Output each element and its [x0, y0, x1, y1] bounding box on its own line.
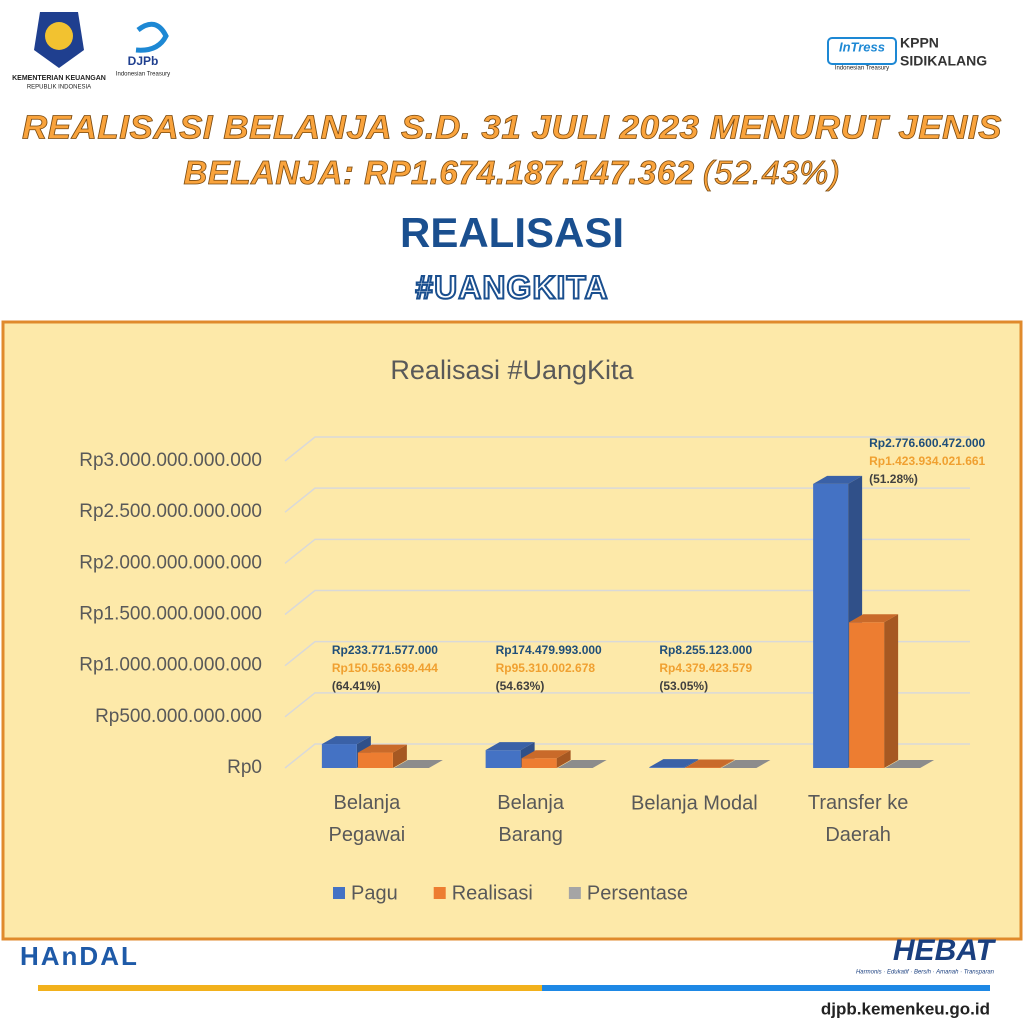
headline-line1: REALISASI BELANJA S.D. 31 JULI 2023 MENU… — [22, 109, 1002, 146]
y-tick-label: Rp1.000.000.000.000 — [79, 655, 262, 676]
headline-percent: (52.43%) — [703, 154, 841, 191]
x-tick-label: Belanja Barang — [497, 792, 565, 846]
bar — [849, 622, 885, 768]
grid-line — [284, 538, 970, 564]
bar-top — [649, 759, 699, 768]
x-tick-line: Transfer ke — [808, 792, 908, 814]
chart-title: Realisasi #UangKita — [390, 355, 634, 385]
bar-top — [557, 760, 607, 768]
bar-top — [685, 759, 735, 768]
legend-swatch — [568, 887, 581, 899]
hebat-logo: HEBAT — [893, 934, 997, 967]
bar-side — [684, 759, 699, 768]
bar-top — [521, 750, 571, 759]
y-tick-label: Rp0 — [227, 757, 262, 778]
y-tick-label: Rp2.000.000.000.000 — [79, 552, 262, 573]
legend-label: Pagu — [351, 882, 398, 904]
x-tick-line: Belanja — [497, 792, 565, 814]
logo-djpb — [135, 21, 169, 53]
intress-logo-text: InTress — [839, 39, 885, 54]
value-label: (53.05%) — [659, 679, 708, 693]
x-tick-line: Pegawai — [329, 824, 406, 846]
bar — [485, 750, 521, 768]
org-sub: REPUBLIK INDONESIA — [27, 85, 91, 91]
bar-top — [721, 760, 771, 768]
bar-top — [885, 760, 935, 768]
value-label: Rp95.310.002.678 — [496, 661, 596, 675]
intress-sub: Indonesian Treasury — [835, 66, 889, 72]
x-tick-label: Belanja Modal — [631, 792, 758, 814]
value-label: Rp233.771.577.000 — [332, 643, 438, 657]
value-label: Rp4.379.423.579 — [659, 661, 752, 675]
djpb-sub: Indonesian Treasury — [116, 72, 170, 78]
bar — [649, 767, 685, 768]
stripe-blue — [542, 985, 990, 991]
bar — [357, 752, 393, 768]
stripe-orange — [38, 985, 542, 991]
djpb-logo-text: DJPb — [128, 54, 159, 68]
handal-logo: HAnDAL — [20, 941, 139, 971]
bar-top — [321, 736, 371, 745]
headline-amount: BELANJA: RP1.674.187.147.362 — [183, 154, 694, 191]
x-tick-label: Belanja Pegawai — [329, 792, 406, 846]
bar-top — [357, 744, 407, 753]
bar-side — [720, 759, 735, 768]
y-tick-label: Rp2.500.000.000.000 — [79, 501, 262, 522]
value-label: Rp8.255.123.000 — [659, 643, 752, 657]
y-tick-label: Rp1.500.000.000.000 — [79, 604, 262, 625]
grid-line — [284, 436, 970, 462]
bar-top — [813, 475, 863, 484]
grid-line — [284, 692, 970, 718]
value-label: (51.28%) — [869, 472, 918, 486]
legend-label: Persentase — [587, 882, 688, 904]
org-name: KEMENTERIAN KEUANGAN — [12, 75, 106, 82]
grid-line — [284, 487, 970, 513]
bar-top — [393, 760, 443, 768]
y-tick-label: Rp3.000.000.000.000 — [79, 450, 262, 471]
legend-swatch — [333, 887, 345, 899]
grid-line — [284, 743, 970, 769]
bar — [321, 744, 357, 768]
bar-side — [392, 744, 407, 768]
headline-subtitle: REALISASI — [400, 209, 624, 256]
hashtag: #UANGKITA — [415, 269, 608, 305]
y-tick-label: Rp500.000.000.000 — [95, 706, 262, 727]
bar — [813, 483, 849, 768]
value-label: (54.63%) — [496, 679, 545, 693]
kppn: KPPN — [900, 35, 939, 51]
x-tick-line: Belanja — [334, 792, 402, 814]
x-tick-line: Daerah — [825, 824, 891, 846]
legend-label: Realisasi — [452, 882, 533, 904]
x-tick-label: Transfer ke Daerah — [808, 792, 908, 846]
logo-intress — [827, 37, 897, 65]
value-label: (64.41%) — [332, 679, 381, 693]
bar-side — [884, 614, 899, 768]
grid-line — [284, 640, 970, 667]
grid-line — [284, 589, 970, 616]
bar-side — [556, 750, 571, 768]
legend-swatch — [433, 887, 446, 899]
kppn-city: SIDIKALANG — [900, 53, 987, 69]
x-tick-line: Barang — [498, 824, 563, 846]
value-label: Rp2.776.600.472.000 — [869, 436, 985, 450]
bar-top — [849, 614, 899, 623]
logo-kemenkeu — [34, 12, 84, 68]
bar-top — [485, 742, 535, 751]
value-label: Rp1.423.934.021.661 — [869, 454, 985, 468]
hebat-sub: Harmonis · Edukatif · Bersih · Amanah · … — [856, 970, 995, 976]
headline-line2: BELANJA: RP1.674.187.147.362 (52.43%) — [183, 154, 840, 191]
value-label: Rp150.563.699.444 — [332, 661, 438, 675]
bar — [521, 758, 557, 768]
value-label: Rp174.479.993.000 — [496, 643, 602, 657]
website: djpb.kemenkeu.go.id — [821, 999, 990, 1018]
